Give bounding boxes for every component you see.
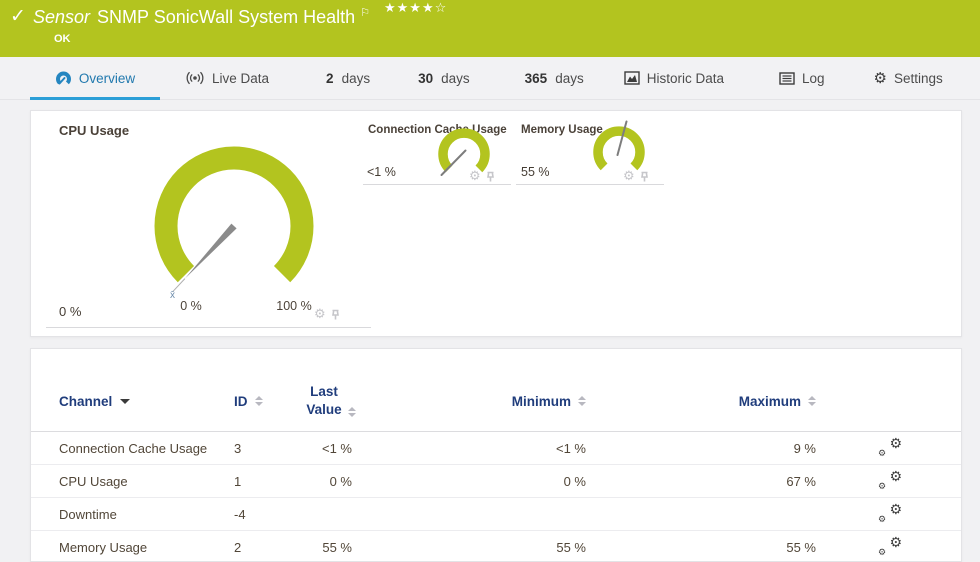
tab-live-data[interactable]: Live Data <box>185 57 269 99</box>
flag-icon: ⚐ <box>360 6 371 19</box>
sort-icon <box>808 396 816 406</box>
tab-30-days[interactable]: 30 days <box>418 57 470 99</box>
tab-historic-data-label: Historic Data <box>646 70 724 86</box>
channel-minimum: <1 % <box>556 440 586 456</box>
tab-365-days[interactable]: 365 days <box>525 57 584 99</box>
table-row: Connection Cache Usage 3 <1 % <1 % 9 % ⚙… <box>31 432 961 465</box>
cpu-cell-actions[interactable]: ⚙ <box>314 308 341 321</box>
tab-2-days[interactable]: 2 days <box>326 57 370 99</box>
connection-cache-gauge <box>438 128 490 176</box>
sort-icon <box>254 396 263 406</box>
channels-table-panel: Channel ID Last Value Minimum Maximum Co… <box>30 348 962 562</box>
cpu-gauge-title: CPU Usage <box>59 123 130 138</box>
cpu-gear-icon[interactable]: ⚙ <box>314 307 326 322</box>
memory-gear-icon[interactable]: ⚙ <box>623 169 635 184</box>
table-row: CPU Usage 1 0 % 0 % 67 % ⚙ ⚙ <box>31 465 961 498</box>
connection-cache-cell-divider <box>363 184 511 185</box>
area-chart-icon <box>624 71 640 85</box>
tab-settings[interactable]: ⚙ Settings <box>874 57 943 99</box>
sort-desc-icon <box>120 398 131 404</box>
log-list-icon <box>779 71 795 85</box>
column-header-maximum[interactable]: Maximum <box>739 394 819 409</box>
channel-maximum: 67 % <box>786 473 816 489</box>
channel-id: 2 <box>234 539 242 555</box>
sensor-banner: ✓ Sensor SNMP SonicWall System Health ⚐ ★★… <box>0 0 980 57</box>
tab-log-label: Log <box>802 70 825 86</box>
live-data-icon <box>185 71 205 85</box>
memory-cell-actions[interactable]: ⚙ <box>623 170 650 183</box>
gear-icon: ⚙ <box>873 68 887 87</box>
tab-settings-label: Settings <box>893 70 943 86</box>
tab-2-days-label: days <box>341 70 371 86</box>
channel-minimum: 0 % <box>563 473 586 489</box>
tab-overview[interactable]: Overview <box>30 57 160 100</box>
table-row: Downtime -4 ⚙ ⚙ <box>31 498 961 531</box>
tab-strip: Overview Live Data 2 days 30 days 365 da… <box>0 57 980 100</box>
tab-live-data-label: Live Data <box>212 70 270 86</box>
cpu-gauge: x̄ 0 % 100 % <box>154 146 314 313</box>
channel-maximum: 9 % <box>793 440 816 456</box>
channel-id: -4 <box>234 506 246 522</box>
connection-cache-current-value: <1 % <box>367 165 396 179</box>
channel-maximum: 55 % <box>786 539 816 555</box>
tab-historic-data[interactable]: Historic Data <box>624 57 724 99</box>
channel-settings-icon[interactable]: ⚙ ⚙ <box>878 535 902 558</box>
sort-icon <box>578 396 586 406</box>
channel-link[interactable]: Downtime <box>59 506 117 522</box>
channel-settings-icon[interactable]: ⚙ ⚙ <box>878 502 902 525</box>
memory-gauge-title: Memory Usage <box>521 124 603 136</box>
channel-id: 1 <box>234 473 242 489</box>
sensor-title: SNMP SonicWall System Health <box>97 7 356 27</box>
column-header-id[interactable]: ID <box>234 394 294 409</box>
cpu-gauge-min-label: 0 % <box>180 299 202 313</box>
channel-last-value: 0 % <box>329 473 352 489</box>
table-row: Memory Usage 2 55 % 55 % 55 % ⚙ ⚙ <box>31 531 961 562</box>
column-header-last-value[interactable]: Last Value <box>302 383 356 419</box>
priority-stars[interactable]: ★★★★☆ <box>384 1 448 16</box>
channel-minimum: 55 % <box>556 539 586 555</box>
cpu-current-value: 0 % <box>59 304 82 319</box>
gauges-panel: CPU Usage x̄ 0 % 100 % 0 % ⚙ Connection … <box>30 110 962 337</box>
tab-log[interactable]: Log <box>779 57 825 99</box>
table-header-row: Channel ID Last Value Minimum Maximum <box>31 349 961 432</box>
channel-last-value: <1 % <box>322 440 352 456</box>
status-check-icon: ✓ <box>10 5 26 27</box>
memory-current-value: 55 % <box>521 165 550 179</box>
sort-icon <box>348 407 356 418</box>
cpu-pin-icon[interactable] <box>330 309 341 321</box>
sensor-status-badge: OK <box>54 33 71 45</box>
connection-cache-cell-actions[interactable]: ⚙ <box>469 170 496 183</box>
cpu-average-marker: x̄ <box>170 290 175 301</box>
column-header-channel[interactable]: Channel <box>59 394 234 409</box>
sensor-kind-label: Sensor <box>33 7 91 27</box>
connection-cache-pin-icon[interactable] <box>485 171 496 183</box>
tab-2-days-number: 2 <box>326 70 334 86</box>
channel-last-value: 55 % <box>322 539 352 555</box>
channel-link[interactable]: CPU Usage <box>59 473 128 489</box>
memory-cell-divider <box>516 184 664 185</box>
channel-link[interactable]: Memory Usage <box>59 539 148 555</box>
tab-30-days-label: days <box>441 70 470 86</box>
connection-cache-gear-icon[interactable]: ⚙ <box>469 169 481 184</box>
channel-link[interactable]: Connection Cache Usage <box>59 440 208 456</box>
memory-gauge <box>593 120 645 171</box>
tab-365-days-number: 365 <box>524 70 548 86</box>
memory-pin-icon[interactable] <box>639 171 650 183</box>
cpu-cell-divider <box>46 327 371 328</box>
channel-settings-icon[interactable]: ⚙ ⚙ <box>878 469 902 492</box>
column-header-minimum[interactable]: Minimum <box>512 394 589 409</box>
gauge-icon <box>55 70 72 87</box>
tab-30-days-number: 30 <box>418 70 434 86</box>
active-tab-underline <box>30 97 160 100</box>
tab-365-days-label: days <box>555 70 584 86</box>
cpu-gauge-max-label: 100 % <box>276 299 311 313</box>
channel-id: 3 <box>234 440 242 456</box>
tab-overview-label: Overview <box>78 70 136 86</box>
channel-settings-icon[interactable]: ⚙ ⚙ <box>878 436 902 459</box>
